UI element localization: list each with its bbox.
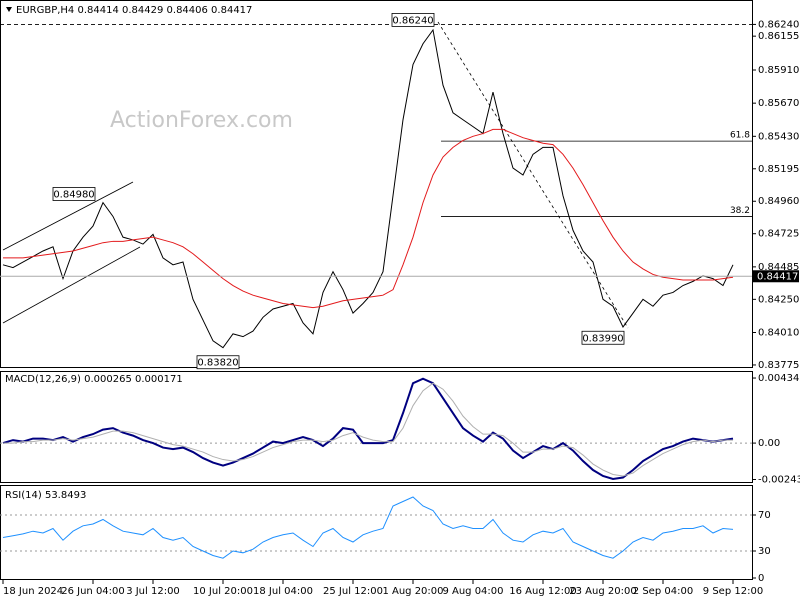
y-tick-label: 0 bbox=[758, 573, 764, 584]
rsi-panel bbox=[0, 485, 753, 580]
series-line bbox=[3, 128, 734, 309]
y-tick-label: 0.85195 bbox=[758, 164, 799, 175]
series-line bbox=[2, 496, 734, 559]
macd-panel bbox=[0, 371, 753, 483]
last-price-box bbox=[753, 270, 799, 283]
price-label: 0.84980 bbox=[53, 189, 94, 200]
x-tick-label: 26 Jun 04:00 bbox=[61, 586, 125, 597]
last-price-label: 0.84417 bbox=[757, 271, 798, 282]
y-tick-label: 0.86155 bbox=[758, 31, 799, 42]
series-line bbox=[2, 28, 734, 349]
price-label-box bbox=[391, 13, 435, 27]
price-label-box bbox=[196, 355, 240, 370]
price-label-box bbox=[581, 330, 625, 345]
y-tick-label: -0.002434 bbox=[758, 475, 800, 486]
x-tick-label: 16 Aug 12:00 bbox=[509, 586, 576, 597]
y-tick-label: 70 bbox=[758, 510, 771, 521]
price-label: 0.86240 bbox=[392, 15, 433, 26]
x-tick-label: 18 Jul 04:00 bbox=[253, 586, 313, 597]
price-label: 0.83820 bbox=[197, 358, 238, 369]
x-tick-label: 9 Aug 04:00 bbox=[442, 586, 503, 597]
x-tick-label: 23 Aug 20:00 bbox=[569, 586, 636, 597]
panel-title: RSI(14) 53.8493 bbox=[5, 490, 86, 501]
y-tick-label: 0.85430 bbox=[758, 131, 799, 142]
x-tick-label: 18 Jun 2024 bbox=[3, 586, 63, 597]
fib-label: 38.2 bbox=[730, 206, 750, 216]
x-tick-label: 2 Sep 04:00 bbox=[633, 586, 693, 597]
y-tick-label: 0.004347 bbox=[758, 373, 800, 384]
panel-title: MACD(12,26,9) 0.000265 0.000171 bbox=[5, 374, 183, 385]
y-tick-label: 0.84010 bbox=[758, 327, 799, 338]
x-tick-label: 25 Jul 12:00 bbox=[323, 586, 383, 597]
trend-line bbox=[437, 21, 629, 329]
series-line bbox=[2, 377, 734, 481]
menu-icon bbox=[6, 7, 12, 12]
y-tick-label: 30 bbox=[758, 546, 771, 557]
y-tick-label: 0.00 bbox=[758, 438, 780, 449]
channel-line bbox=[2, 246, 141, 324]
channel-line bbox=[2, 181, 134, 251]
y-tick-label: 0.84250 bbox=[758, 294, 799, 305]
y-tick-label: 0.83775 bbox=[758, 360, 799, 371]
x-tick-label: 9 Sep 12:00 bbox=[703, 586, 763, 597]
watermark: ActionForex.com bbox=[110, 108, 293, 133]
y-tick-label: 0.85910 bbox=[758, 65, 799, 76]
series-line bbox=[3, 382, 733, 477]
x-tick-label: 3 Jul 12:00 bbox=[126, 586, 180, 597]
panel-title: EURGBP,H4 0.84414 0.84429 0.84406 0.8441… bbox=[16, 5, 252, 16]
y-tick-label: 0.84725 bbox=[758, 229, 799, 240]
price-label-box bbox=[52, 187, 96, 201]
y-tick-label: 0.86240 bbox=[758, 19, 799, 30]
x-tick-label: 10 Jul 20:00 bbox=[193, 586, 253, 597]
price-label: 0.83990 bbox=[582, 333, 623, 344]
y-tick-label: 0.84485 bbox=[758, 262, 799, 273]
y-tick-label: 0.84960 bbox=[758, 196, 799, 207]
fib-label: 61.8 bbox=[730, 131, 750, 141]
main-panel bbox=[0, 0, 753, 368]
y-tick-label: 0.85670 bbox=[758, 98, 799, 109]
x-tick-label: 1 Aug 20:00 bbox=[382, 586, 443, 597]
